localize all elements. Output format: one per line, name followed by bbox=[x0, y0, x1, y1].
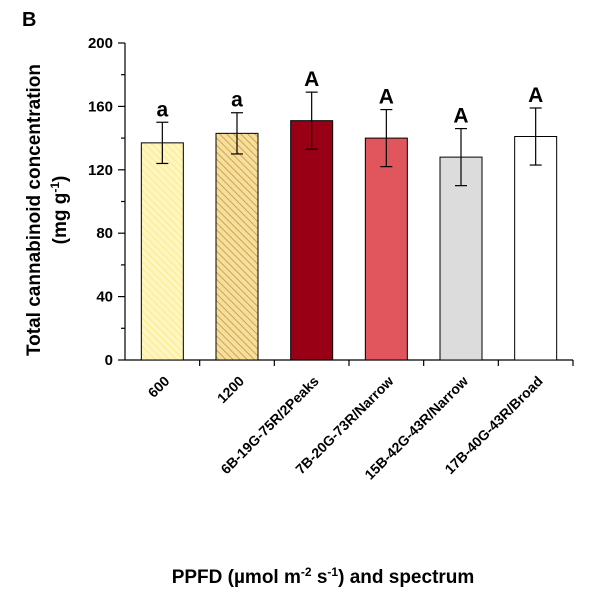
y-axis-title-line2-post: ) bbox=[50, 176, 71, 182]
y-tick-label: 120 bbox=[88, 162, 113, 179]
category-labels: 600 12006B-19G-75R/2Peaks7B-20G-73R/Narro… bbox=[145, 373, 546, 483]
significance-label: a bbox=[156, 98, 168, 121]
x-axis bbox=[125, 359, 574, 366]
x-axis-title-part: s bbox=[312, 567, 328, 588]
bar bbox=[140, 142, 184, 361]
x-axis-title-part: ) and spectrum bbox=[338, 567, 474, 588]
y-axis-title-line2-pre: (mg g bbox=[50, 193, 71, 245]
y-axis-title-line2-sup: -1 bbox=[48, 182, 62, 193]
y-axis-title-line1: Total cannabinoid concentration bbox=[24, 64, 45, 356]
y-tick-label: 40 bbox=[96, 289, 113, 306]
y-axis: 0 40 80 120 160 200 bbox=[88, 35, 126, 369]
y-tick-label: 80 bbox=[96, 225, 113, 242]
y-axis-title: Total cannabinoid concentration (mg g-1) bbox=[24, 64, 71, 356]
significance-label: A bbox=[528, 84, 543, 107]
panel-label: B bbox=[22, 9, 36, 31]
significance-label: A bbox=[304, 68, 319, 91]
x-axis-title: PPFD (µmol m-2 s-1) and spectrum bbox=[172, 565, 475, 588]
x-tick-label: 600 bbox=[145, 373, 173, 401]
significance-label: A bbox=[379, 86, 394, 109]
bar bbox=[439, 156, 483, 361]
bars: a a A A A A bbox=[140, 68, 558, 361]
bar bbox=[364, 137, 408, 361]
significance-label: a bbox=[231, 89, 243, 112]
bar bbox=[290, 120, 334, 361]
bar bbox=[215, 132, 259, 361]
x-axis-title-sup: -1 bbox=[327, 565, 338, 579]
y-axis-title-line2: (mg g-1) bbox=[48, 176, 71, 245]
x-axis-title-part: PPFD (µmol m bbox=[172, 567, 301, 588]
y-tick-label: 0 bbox=[105, 352, 113, 369]
y-tick-label: 160 bbox=[88, 98, 113, 115]
y-tick-label: 200 bbox=[88, 35, 113, 52]
x-tick-label: 1200 bbox=[214, 373, 247, 406]
bar bbox=[514, 136, 558, 361]
significance-label: A bbox=[453, 105, 468, 128]
x-axis-title-sup: -2 bbox=[301, 565, 312, 579]
